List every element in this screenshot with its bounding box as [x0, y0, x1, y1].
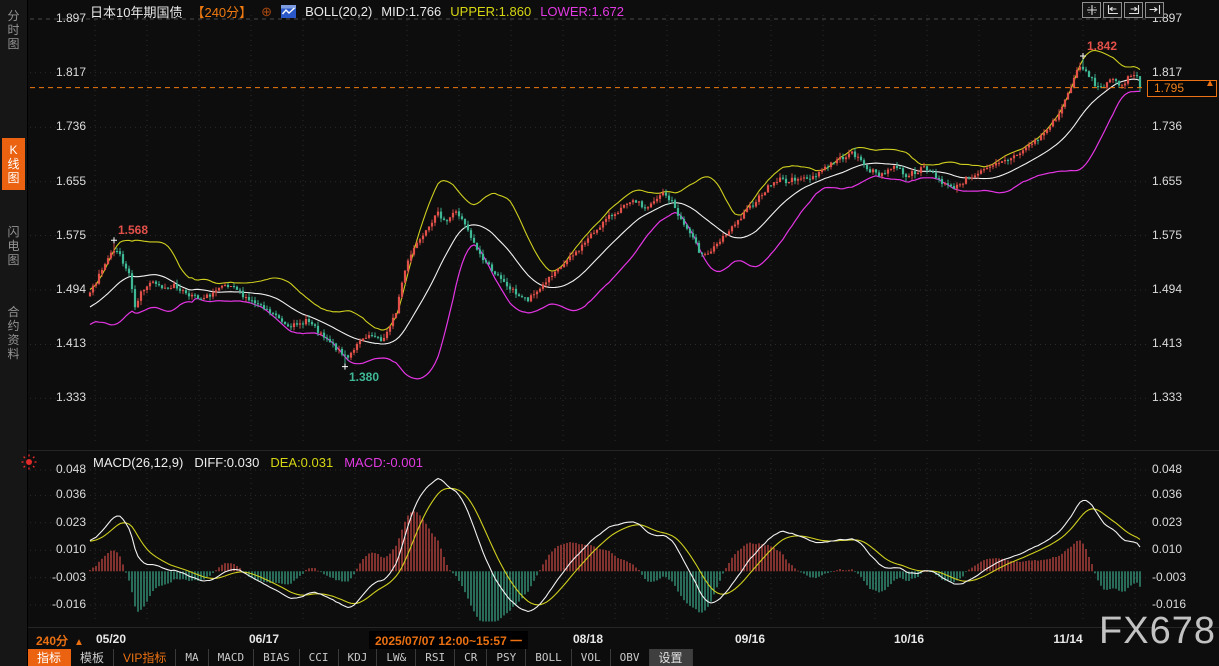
- boll-mid-value: MID:1.766: [381, 4, 442, 19]
- time-axis-label: 10/16: [893, 632, 925, 646]
- macd-axis-label-right: 0.048: [1152, 462, 1183, 477]
- macd-axis-label-left: -0.003: [51, 569, 86, 584]
- toolbar-item-设置[interactable]: 设置: [649, 649, 693, 666]
- time-axis-label: 11/14: [1053, 632, 1083, 646]
- price-axis-label-right: 1.817: [1152, 64, 1183, 79]
- price-axis-label-left: 1.817: [55, 64, 86, 79]
- indicator-toolbar: 指标 模板 VIP指标 MA MACD BIAS CCI KDJ LW& RSI CR PSY BOLL…: [28, 649, 693, 666]
- macd-macd-value: MACD:-0.001: [344, 455, 423, 470]
- period-tag: 【240分】: [191, 5, 253, 20]
- toolbar-item-MACD[interactable]: MACD: [208, 649, 255, 666]
- price-axis-label-left: 1.494: [55, 282, 86, 297]
- sidebar-tab-contract-info[interactable]: 合 约 资 料: [7, 305, 20, 361]
- compress-axis-icon[interactable]: [1103, 2, 1122, 18]
- sidebar: 分 时 图 K 线 图闪 电 图合 约 资 料: [0, 0, 28, 666]
- price-extreme-label: 1.568: [118, 223, 149, 238]
- price-axis-label-left: 1.413: [55, 336, 86, 351]
- macd-axis-label-left: -0.016: [51, 597, 86, 612]
- toolbar-item-MA[interactable]: MA: [176, 649, 209, 666]
- line-chart-icon[interactable]: [281, 5, 297, 18]
- toolbar-item-BIAS[interactable]: BIAS: [254, 649, 300, 666]
- price-axis-label-right: 1.333: [1152, 390, 1183, 405]
- toolbar-item-模板[interactable]: 模板: [71, 649, 115, 666]
- macd-axis-label-right: 0.036: [1152, 487, 1183, 502]
- boll-lower-value: LOWER:1.672: [540, 4, 625, 19]
- current-price-badge: 1.795: [1147, 79, 1217, 97]
- macd-dea-value: DEA:0.031: [270, 455, 334, 470]
- price-axis-label-right: 1.736: [1152, 119, 1183, 134]
- toolbar-item-指标[interactable]: 指标: [28, 649, 72, 666]
- toolbar-item-OBV[interactable]: OBV: [610, 649, 650, 666]
- pan-right-icon[interactable]: [1145, 2, 1164, 18]
- price-up-arrow-icon: ▲: [1205, 77, 1215, 89]
- boll-label: BOLL(20,2): [305, 4, 373, 19]
- toolbar-item-VIP指标[interactable]: VIP指标: [114, 649, 177, 666]
- price-axis-label-right: 1.575: [1152, 227, 1183, 242]
- price-extreme-label: 1.842: [1087, 38, 1118, 53]
- toolbar-item-RSI[interactable]: RSI: [416, 649, 456, 666]
- toolbar-item-BOLL[interactable]: BOLL: [526, 649, 572, 666]
- macd-axis-label-right: 0.023: [1152, 514, 1183, 529]
- macd-axis-label-right: -0.016: [1152, 597, 1187, 612]
- macd-axis-label-left: 0.048: [55, 462, 86, 477]
- macd-axis-label-left: 0.010: [55, 542, 86, 557]
- chart-tool-buttons: [1082, 2, 1164, 18]
- chevron-up-icon: ▲: [74, 637, 84, 648]
- watermark: FX678: [1099, 610, 1216, 652]
- price-axis-label-left: 1.736: [55, 119, 86, 134]
- instrument-title: 日本10年期国债: [90, 5, 183, 20]
- macd-diff-value: DIFF:0.030: [194, 455, 260, 470]
- sidebar-tab-kline-chart[interactable]: K 线 图: [2, 138, 25, 190]
- price-axis-label-left: 1.897: [55, 11, 86, 25]
- crosshair-move-icon[interactable]: [1082, 2, 1101, 18]
- period-selector[interactable]: 240分 ▲: [36, 634, 84, 648]
- toolbar-item-CR[interactable]: CR: [455, 649, 488, 666]
- toolbar-item-VOL[interactable]: VOL: [571, 649, 611, 666]
- alert-burst-icon[interactable]: [21, 454, 37, 475]
- price-axis-label-right: 1.413: [1152, 336, 1183, 351]
- selected-bar-range: 2025/07/07 12:00~15:57 一: [369, 631, 529, 650]
- sidebar-tab-time-chart[interactable]: 分 时 图: [7, 9, 20, 51]
- macd-axis-label-right: -0.003: [1152, 569, 1187, 584]
- price-axis-label-left: 1.655: [55, 173, 86, 188]
- target-icon[interactable]: ⊕: [261, 3, 273, 19]
- macd-axis-label-left: 0.023: [55, 514, 86, 529]
- macd-axis-label-left: 0.036: [55, 487, 86, 502]
- price-axis-label-left: 1.333: [55, 390, 86, 405]
- time-axis-label: 08/18: [572, 632, 604, 646]
- toolbar-item-KDJ[interactable]: KDJ: [338, 649, 378, 666]
- boll-upper-value: UPPER:1.860: [450, 4, 532, 19]
- time-axis-label: 06/17: [248, 632, 280, 646]
- macd-params: MACD(26,12,9): [93, 455, 184, 470]
- price-extreme-label: 1.380: [349, 369, 380, 384]
- sidebar-tab-flash-chart[interactable]: 闪 电 图: [7, 225, 20, 267]
- macd-axis-label-right: 0.010: [1152, 542, 1183, 557]
- price-axis-label-right: 1.494: [1152, 282, 1183, 297]
- chart-header: 日本10年期国债 【240分】 ⊕ BOLL(20,2) MID:1.766 U…: [90, 3, 625, 21]
- time-axis-label: 05/20: [95, 632, 127, 646]
- time-axis-label: 09/16: [734, 632, 766, 646]
- toolbar-item-CCI[interactable]: CCI: [299, 649, 339, 666]
- toolbar-item-LW&[interactable]: LW&: [377, 649, 417, 666]
- toolbar-item-PSY[interactable]: PSY: [487, 649, 527, 666]
- expand-axis-icon[interactable]: [1124, 2, 1143, 18]
- price-axis-label-left: 1.575: [55, 227, 86, 242]
- macd-header: MACD(26,12,9) DIFF:0.030 DEA:0.031 MACD:…: [93, 455, 423, 470]
- price-axis-label-right: 1.655: [1152, 173, 1183, 188]
